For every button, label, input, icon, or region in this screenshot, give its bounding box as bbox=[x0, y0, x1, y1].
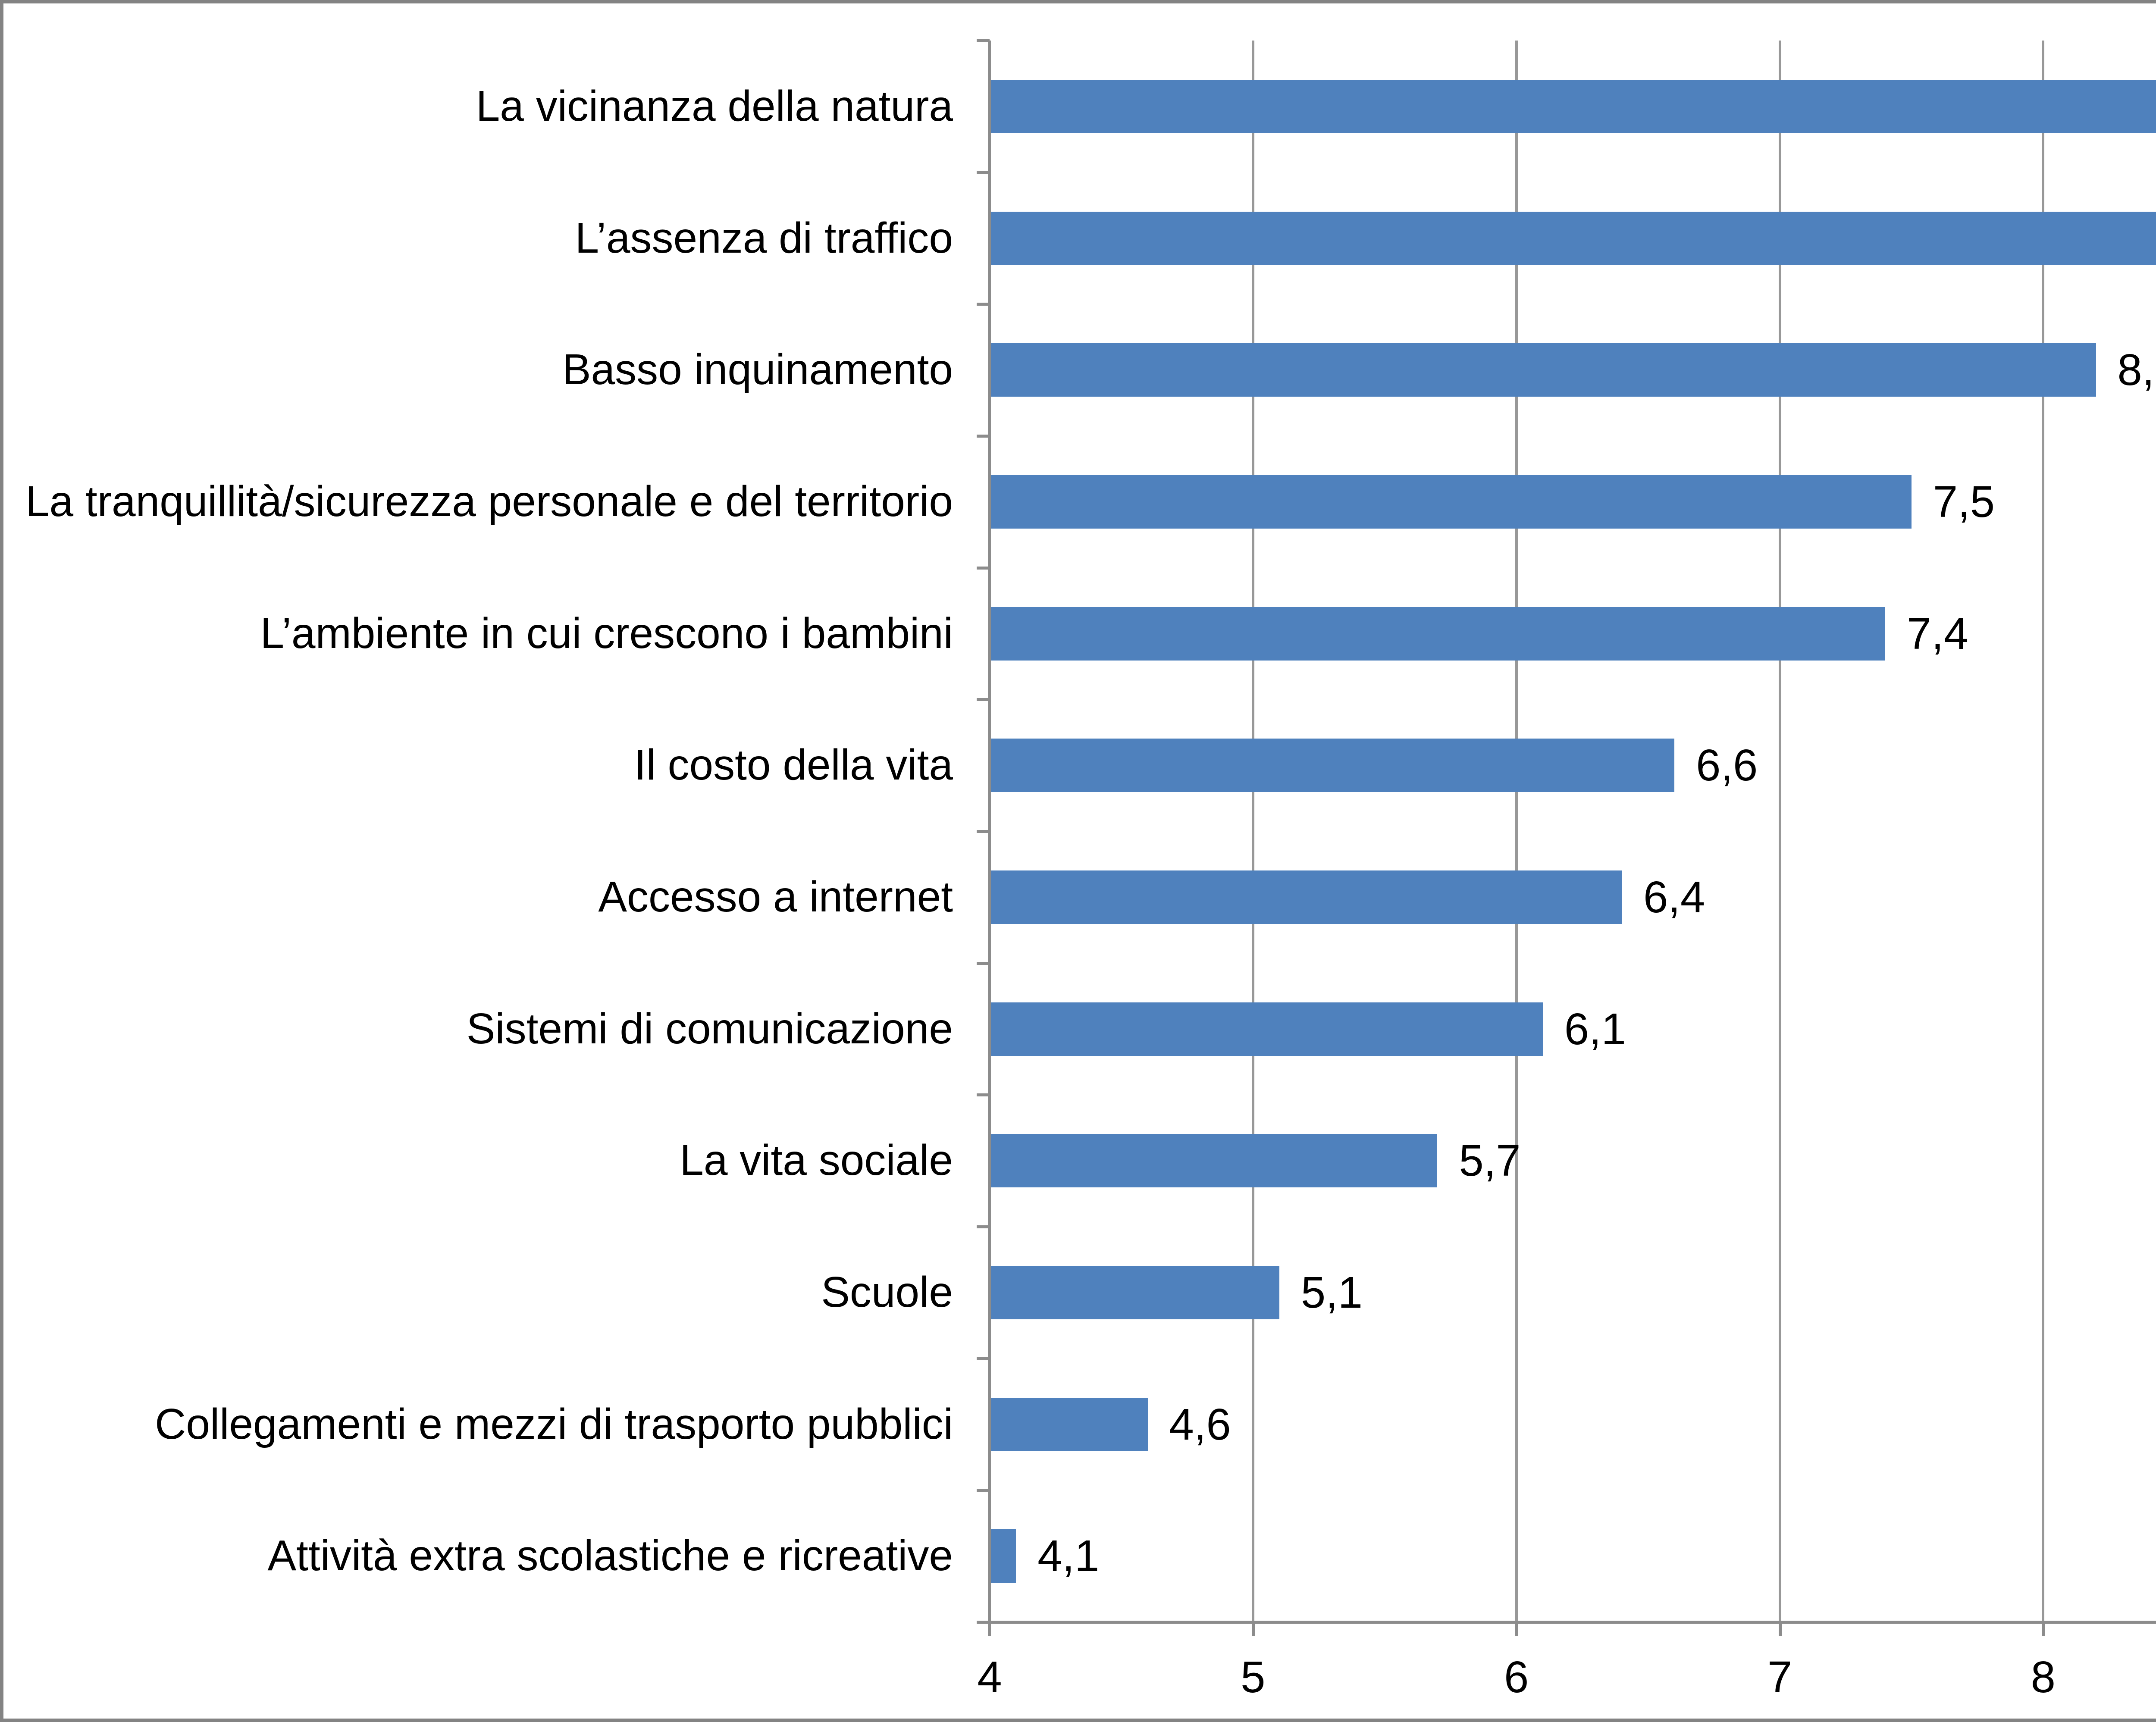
bar-value-label: 5,7 bbox=[1459, 1136, 1521, 1186]
bar-value-label: 4,6 bbox=[1169, 1399, 1231, 1449]
x-tick-mark bbox=[1778, 1622, 1782, 1636]
bar-value-label: 8,2 bbox=[2117, 345, 2156, 395]
y-tick-mark bbox=[977, 698, 990, 701]
x-tick-mark bbox=[1515, 1622, 1518, 1636]
category-label: L’ambiente in cui crescono i bambini bbox=[260, 609, 953, 657]
category-label: L’assenza di traffico bbox=[575, 213, 953, 262]
y-tick-mark bbox=[977, 1489, 990, 1492]
bar-value-label: 7,4 bbox=[1906, 608, 1969, 658]
bar bbox=[990, 1265, 1279, 1319]
bar bbox=[990, 607, 1885, 661]
y-tick-mark bbox=[977, 830, 990, 833]
category-label: Il costo della vita bbox=[634, 741, 953, 789]
x-tick-mark bbox=[2042, 1622, 2045, 1636]
x-tick-mark bbox=[1251, 1622, 1255, 1636]
category-label: Accesso a internet bbox=[598, 873, 953, 921]
category-label: Attività extra scolastiche e ricreative bbox=[267, 1531, 953, 1580]
y-tick-mark bbox=[977, 303, 990, 306]
category-label: Sistemi di comunicazione bbox=[466, 1004, 953, 1053]
x-axis-tick-label: 7 bbox=[1767, 1652, 1792, 1702]
category-label: Scuole bbox=[821, 1268, 953, 1316]
bar bbox=[990, 739, 1675, 792]
bar bbox=[990, 1134, 1438, 1188]
bar bbox=[990, 1529, 1016, 1583]
x-axis-tick-label: 6 bbox=[1504, 1652, 1529, 1702]
bar bbox=[990, 79, 2156, 133]
bar bbox=[990, 475, 1912, 529]
bar bbox=[990, 211, 2156, 265]
gridline bbox=[1515, 41, 1518, 1622]
x-axis-tick-label: 4 bbox=[977, 1652, 1002, 1702]
bar-value-label: 4,1 bbox=[1037, 1531, 1100, 1581]
category-label: Collegamenti e mezzi di trasporto pubbli… bbox=[155, 1400, 953, 1448]
y-tick-mark bbox=[977, 566, 990, 570]
bar-value-label: 6,1 bbox=[1564, 1004, 1626, 1054]
gridline bbox=[2042, 41, 2045, 1622]
bar bbox=[990, 1002, 1543, 1056]
x-axis-tick-label: 5 bbox=[1241, 1652, 1266, 1702]
category-label: Basso inquinamento bbox=[562, 345, 953, 394]
y-tick-mark bbox=[977, 39, 990, 42]
bar bbox=[990, 343, 2096, 397]
bar-value-label: 5,1 bbox=[1300, 1267, 1363, 1317]
y-tick-mark bbox=[977, 961, 990, 965]
bar bbox=[990, 1397, 1148, 1451]
category-label: La vicinanza della natura bbox=[476, 82, 953, 130]
y-tick-mark bbox=[977, 1357, 990, 1360]
bar-value-label: 7,5 bbox=[1933, 476, 1995, 526]
x-axis-tick-label: 8 bbox=[2031, 1652, 2056, 1702]
y-tick-mark bbox=[977, 1225, 990, 1228]
y-tick-mark bbox=[977, 435, 990, 438]
category-axis-line bbox=[988, 41, 991, 1636]
gridline bbox=[1778, 41, 1781, 1622]
gridline bbox=[1251, 41, 1254, 1622]
y-tick-mark bbox=[977, 1621, 990, 1624]
y-tick-mark bbox=[977, 1093, 990, 1097]
value-axis-line bbox=[977, 1621, 2156, 1624]
bar-value-label: 6,6 bbox=[1696, 740, 1758, 790]
bar-value-label: 6,4 bbox=[1643, 872, 1705, 922]
y-tick-mark bbox=[977, 171, 990, 174]
category-label: La vita sociale bbox=[680, 1136, 953, 1185]
category-label: La tranquillità/sicurezza personale e de… bbox=[25, 477, 953, 526]
bar bbox=[990, 870, 1622, 924]
